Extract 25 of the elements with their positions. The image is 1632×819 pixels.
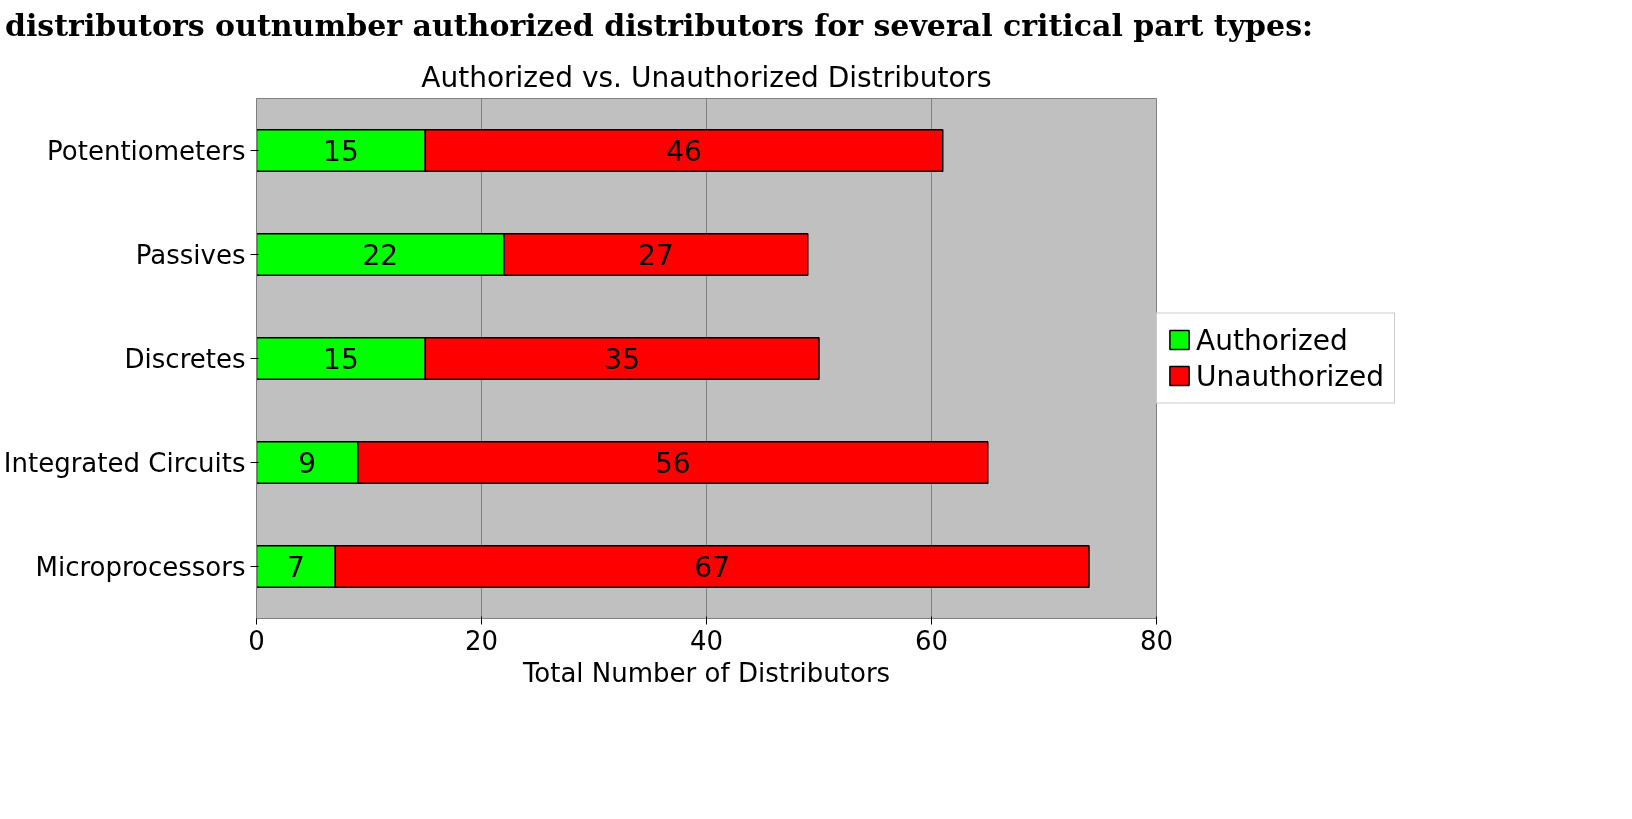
x-tick-label: 60	[914, 625, 949, 656]
x-tick-label: 0	[248, 625, 265, 656]
data-label: 46	[666, 134, 702, 168]
legend-label: Authorized	[1196, 323, 1348, 357]
x-tick-label: 20	[464, 625, 499, 656]
y-tick-label: Integrated Circuits	[3, 447, 246, 478]
legend-label: Unauthorized	[1196, 359, 1384, 393]
data-label: 15	[323, 342, 359, 376]
data-label: 56	[654, 446, 691, 480]
y-tick-label: Microprocessors	[35, 551, 246, 582]
y-tick-label: Discretes	[124, 343, 246, 374]
data-label: 27	[638, 238, 674, 272]
text: distributors outnumber authorized distributors for several critical part types:	[5, 7, 1314, 45]
data-label: 7	[286, 550, 305, 584]
x-tick-label: 40	[689, 625, 724, 656]
data-label: 22	[362, 238, 399, 272]
y-tick-label: Passives	[135, 239, 246, 270]
x-axis-title: Total Number of Distributors	[521, 657, 891, 688]
data-label: 9	[298, 446, 317, 480]
y-tick-label: Potentiometers	[47, 135, 246, 166]
chart-title: Authorized vs. Unauthorized Distributors	[421, 60, 992, 94]
data-label: 67	[694, 550, 730, 584]
x-tick-label: 80	[1139, 625, 1174, 656]
data-label: 35	[604, 342, 640, 376]
data-label: 15	[323, 134, 359, 168]
